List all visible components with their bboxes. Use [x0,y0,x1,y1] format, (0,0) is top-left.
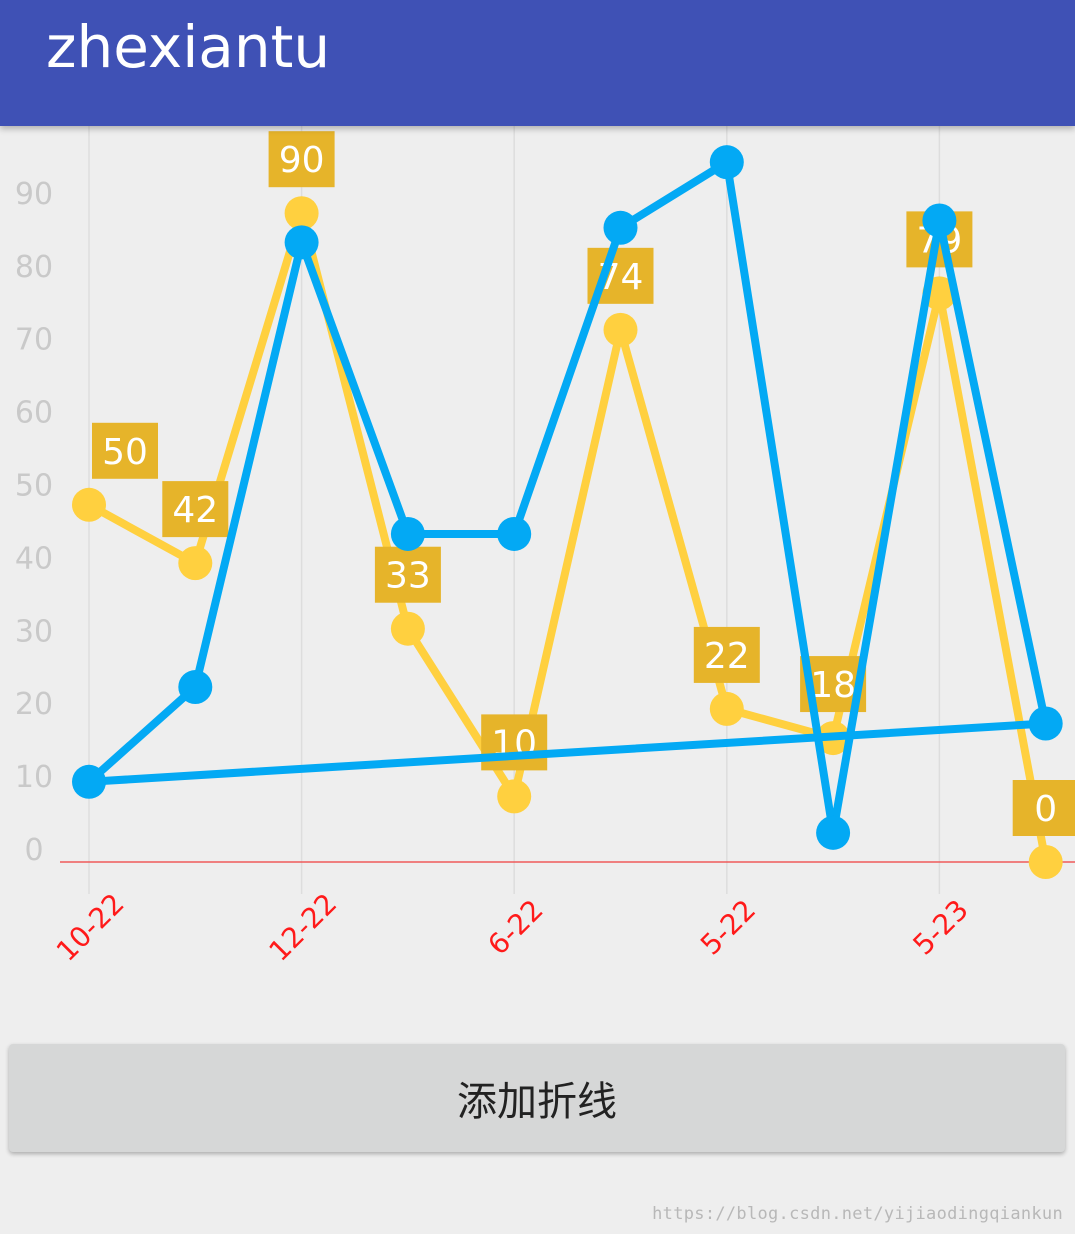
yellow-point [72,487,106,522]
x-tick-label: 6-22 [481,893,549,961]
yellow-point [390,611,425,646]
yellow-point [178,546,213,581]
x-tick-label: 10-22 [50,887,131,968]
yellow-point [1028,845,1063,879]
app-bar: zhexiantu [0,0,1075,126]
data-label-box [374,546,441,603]
line-chart: 0 10 20 30 40 50 60 70 80 90 10-22 12-22 6-22 5-22 5-2… [0,126,1075,1020]
blue-point [603,210,638,245]
y-tick-label: 0 [24,833,43,868]
y-tick-label: 40 [15,541,53,576]
blue-point [816,815,851,850]
y-tick-label: 20 [15,687,53,722]
data-label: 22 [704,636,750,677]
data-label: 18 [810,665,856,706]
y-tick-label: 30 [15,614,53,649]
blue-point [390,516,425,551]
data-label-box [162,481,229,538]
blue-point [72,764,106,799]
data-label: 42 [172,490,218,531]
y-tick-label: 60 [15,396,53,431]
data-label-box [92,422,158,479]
line-chart-svg: 0 10 20 30 40 50 60 70 80 90 10-22 12-22 6-22 5-22 5-2… [15,126,1075,968]
x-tick-label: 5-23 [907,893,975,961]
blue-series-line [85,158,1050,837]
y-tick-label: 10 [15,760,53,795]
data-label: 0 [1034,789,1057,830]
y-tick-label: 90 [15,177,53,212]
blue-point [178,670,213,705]
yellow-point [709,691,744,726]
y-tick-label: 80 [15,250,53,285]
yellow-point [284,196,319,231]
data-label-box [268,131,335,188]
x-tick-label: 5-22 [694,893,762,961]
data-label-box [1012,780,1075,836]
yellow-point [497,779,532,814]
blue-point [1028,706,1063,741]
y-tick-label: 70 [15,323,53,358]
blue-point [284,225,319,260]
blue-point [709,145,744,180]
app-title: zhexiantu [46,13,331,81]
data-label: 50 [102,432,148,473]
blue-point [922,203,957,238]
data-label: 90 [279,140,325,181]
data-label-box [693,626,760,683]
blue-point [497,516,532,551]
x-tick-label: 12-22 [262,887,343,968]
watermark-url: https://blog.csdn.net/yijiaodingqiankun [652,1204,1063,1224]
add-polyline-button[interactable]: 添加折线 [9,1044,1065,1152]
data-label: 33 [385,556,431,597]
y-tick-label: 50 [15,469,53,504]
yellow-point [603,312,638,347]
